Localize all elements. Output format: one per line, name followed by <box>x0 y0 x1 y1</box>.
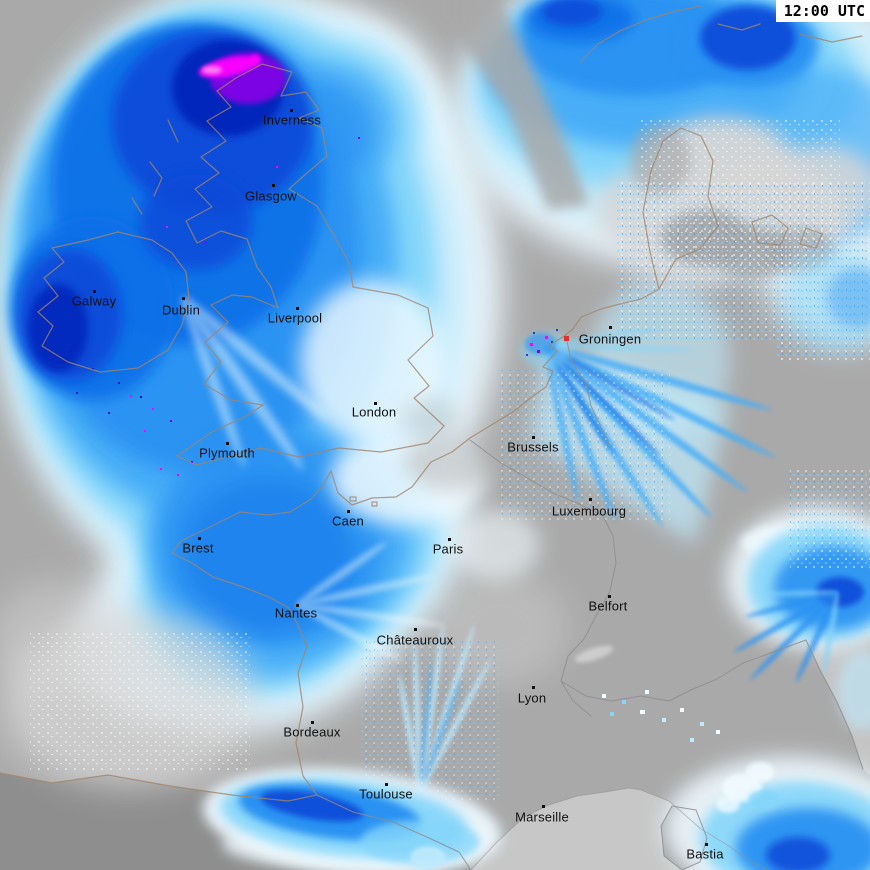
rain-system-italy <box>663 650 870 870</box>
radar-spokes-dublin <box>182 297 329 471</box>
rain-fan-netherlands <box>500 327 776 545</box>
rain-system-northsea <box>452 0 870 440</box>
rain-fade-biscay <box>0 580 255 788</box>
rain-system-west <box>0 0 540 730</box>
intense-cell-specks <box>70 137 360 476</box>
intense-cells-groningen <box>520 329 572 368</box>
country-borders <box>316 335 864 870</box>
coastlines <box>0 5 863 802</box>
rain-scatter-alps <box>602 690 720 742</box>
rain-band-pyrenees <box>202 623 502 870</box>
rain-fan-bavaria <box>726 470 870 683</box>
timestamp-badge: 12:00 UTC <box>775 0 870 22</box>
